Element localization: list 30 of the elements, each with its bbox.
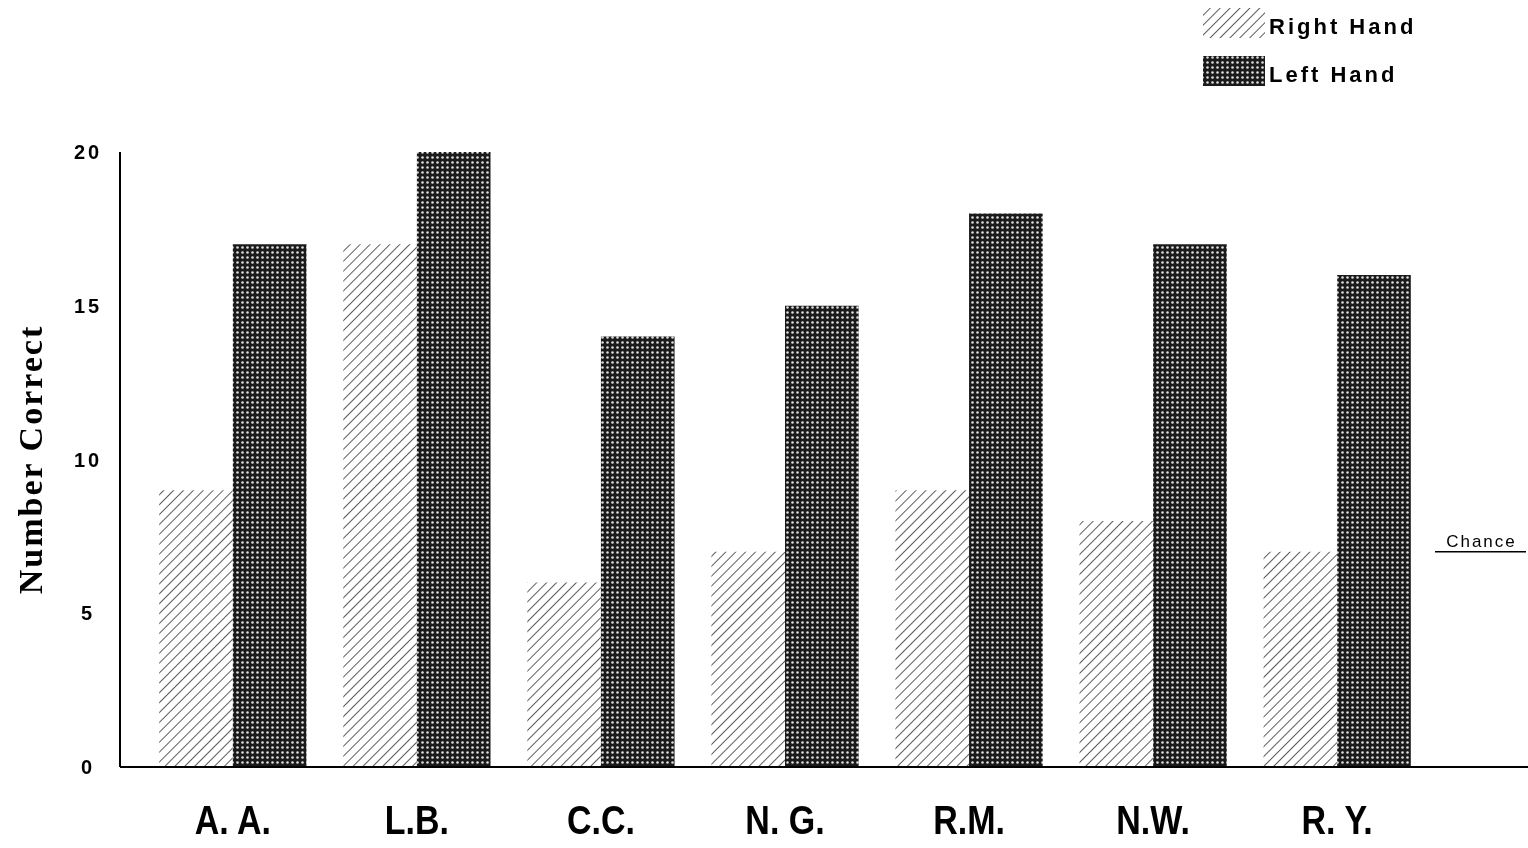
bar [232, 244, 307, 767]
y-tick-label: 10 [73, 448, 103, 471]
legend-label: Right Hand [1269, 14, 1417, 39]
x-tick-label: R. Y. [1301, 797, 1373, 843]
x-tick-label: N.W. [1116, 797, 1190, 843]
bar [895, 490, 970, 767]
bar [969, 213, 1043, 767]
x-tick-label: N. G. [745, 797, 825, 843]
x-tick-label: C.C. [566, 797, 635, 843]
x-tick-label: R.M. [933, 797, 1005, 843]
bar [159, 490, 233, 767]
y-tick-label: 0 [80, 756, 96, 778]
bar [343, 244, 417, 767]
y-axis-title: Number Correct [12, 324, 49, 595]
y-tick-label: 15 [73, 294, 103, 317]
y-tick-label: 5 [80, 602, 96, 625]
legend-label: Left Hand [1269, 62, 1398, 87]
ref-line-label: Chance [1446, 531, 1517, 551]
y-tick-label: 20 [73, 141, 103, 163]
bar [1263, 551, 1338, 767]
bar [1153, 244, 1227, 767]
bar [1079, 521, 1154, 767]
bar [785, 305, 859, 767]
x-tick-label: A. A. [194, 797, 271, 843]
bar [1337, 275, 1411, 767]
bar [416, 152, 491, 767]
bar [600, 336, 675, 767]
x-tick-label: L.B. [384, 797, 449, 843]
bar [527, 582, 601, 767]
bar [711, 551, 785, 767]
